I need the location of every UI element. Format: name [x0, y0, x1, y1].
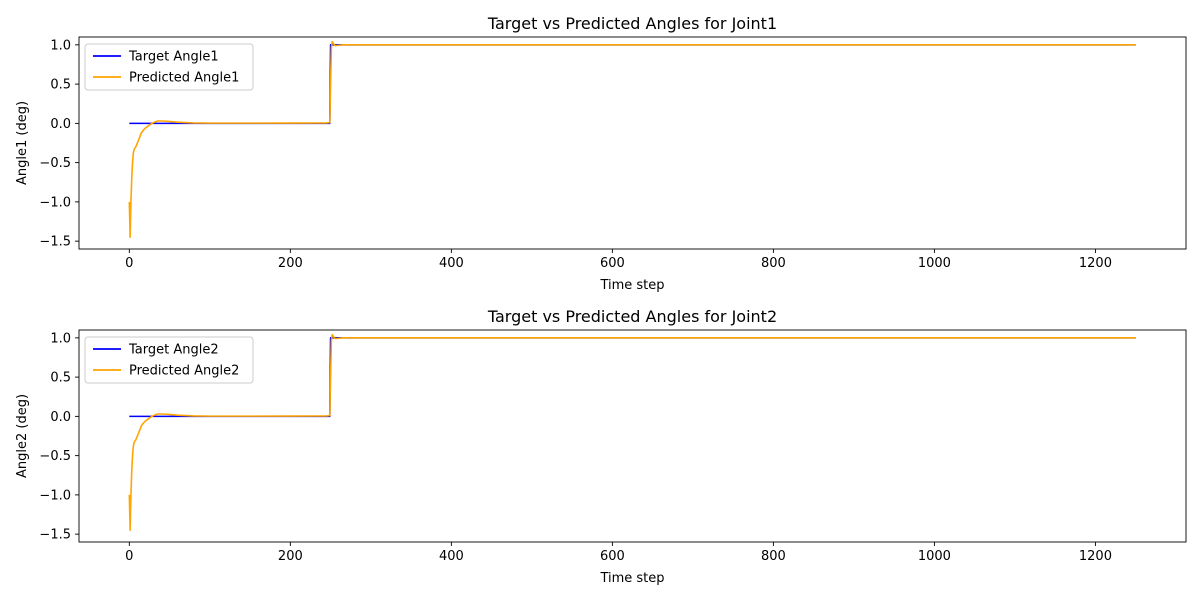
chart-title: Target vs Predicted Angles for Joint1: [487, 14, 777, 33]
y-tick-label: −1.0: [39, 195, 71, 210]
x-tick-label: 1000: [918, 256, 951, 271]
y-axis-label: Angle1 (deg): [15, 101, 30, 185]
x-tick-label: 400: [439, 256, 464, 271]
legend-label: Target Angle1: [128, 50, 219, 65]
x-tick-label: 600: [600, 256, 625, 271]
legend-box: [84, 336, 254, 384]
y-tick-label: −1.0: [39, 488, 71, 503]
series-line-predicted-angle1: [128, 40, 1136, 239]
y-tick-label: 0.0: [50, 117, 71, 132]
y-tick-label: −1.5: [39, 528, 71, 543]
x-tick-label: 0: [125, 549, 133, 564]
x-tick-label: 1200: [1079, 256, 1112, 271]
x-tick-label: 400: [439, 549, 464, 564]
series-line-predicted-angle2: [128, 333, 1136, 532]
x-tick-label: 1000: [918, 549, 951, 564]
chart-panel-2: 0 200 400 600 800 1000 1200 −1.5 −1.0 −0.5 0.0 0.5 1…: [15, 307, 1187, 586]
legend: Target Angle1 Predicted Angle1: [84, 43, 254, 91]
x-tick-label: 200: [278, 549, 303, 564]
legend: Target Angle2 Predicted Angle2: [84, 336, 254, 384]
y-tick-label: 0.0: [50, 410, 71, 425]
axes-frame: [78, 36, 1187, 250]
axes-frame: [78, 329, 1187, 543]
x-axis-label: Time step: [599, 571, 664, 586]
legend-label: Target Angle2: [128, 343, 219, 358]
y-tick-label: 0.5: [50, 78, 71, 93]
y-tick-label: 1.0: [50, 38, 71, 53]
chart-title: Target vs Predicted Angles for Joint2: [487, 307, 777, 326]
x-axis-label: Time step: [599, 278, 664, 293]
x-tick-label: 600: [600, 549, 625, 564]
x-tick-label: 800: [761, 256, 786, 271]
x-tick-label: 0: [125, 256, 133, 271]
chart-panel-1: 0 200 400 600 800 1000 1200 −1.5 −1.0 −0.5 0.0 0.5 1…: [15, 14, 1187, 293]
y-tick-label: 1.0: [50, 331, 71, 346]
x-tick-label: 200: [278, 256, 303, 271]
y-axis-label: Angle2 (deg): [15, 394, 30, 478]
legend-label: Predicted Angle2: [129, 364, 239, 379]
legend-box: [84, 43, 254, 91]
y-tick-label: −1.5: [39, 235, 71, 250]
y-tick-label: 0.5: [50, 371, 71, 386]
x-tick-label: 800: [761, 549, 786, 564]
x-tick-label: 1200: [1079, 549, 1112, 564]
y-tick-label: −0.5: [39, 449, 71, 464]
y-tick-label: −0.5: [39, 156, 71, 171]
legend-label: Predicted Angle1: [129, 71, 239, 86]
